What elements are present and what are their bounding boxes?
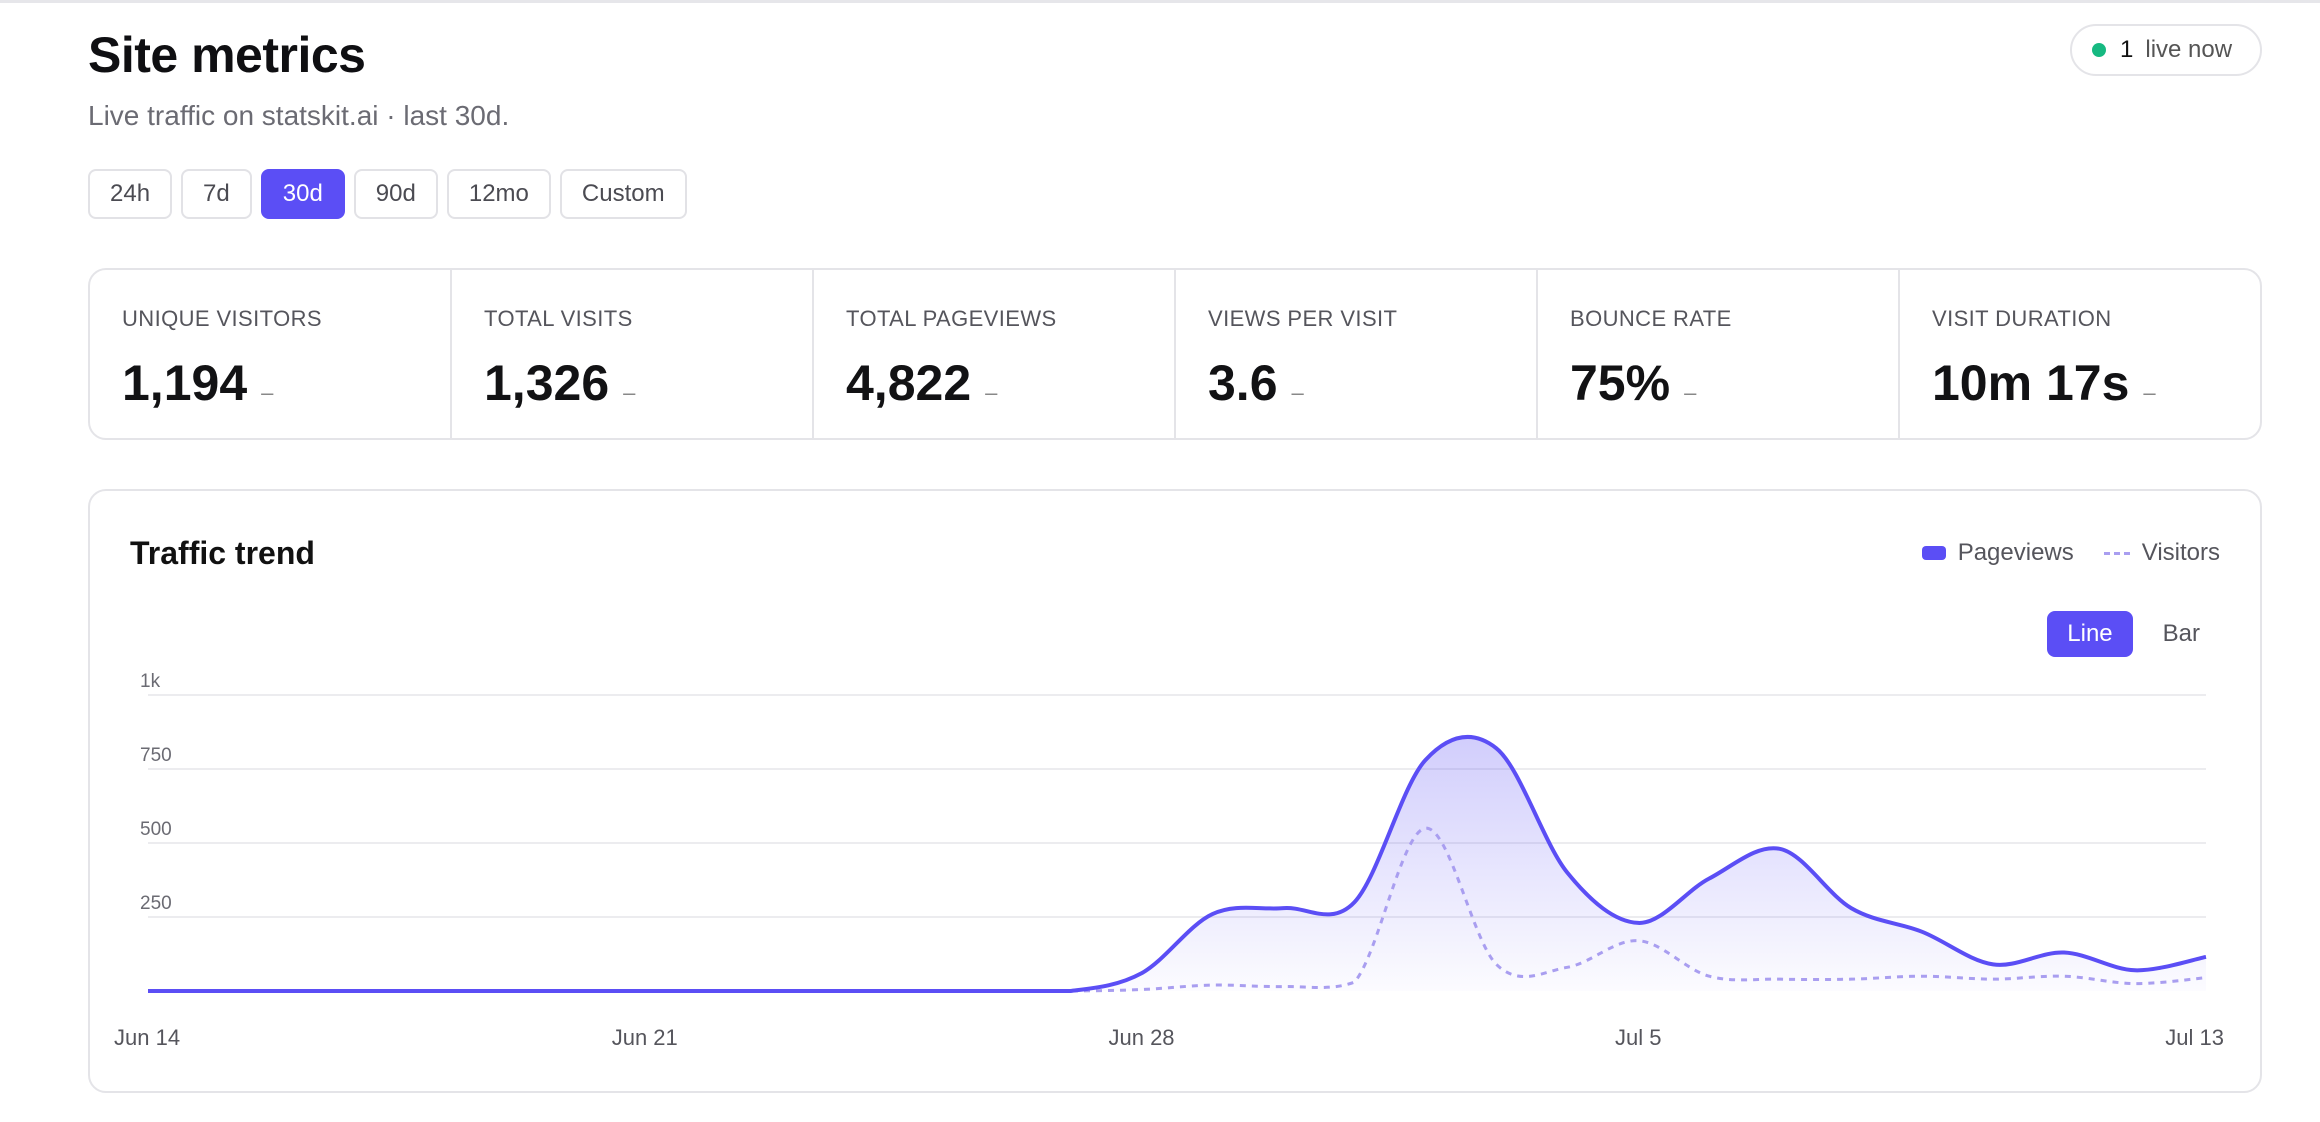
stat-delta: – [1291,380,1304,405]
stat-delta: – [261,380,274,405]
legend-pageviews: Pageviews [1957,539,2074,566]
stat-label: TOTAL VISITS [484,306,633,331]
chart-title: Traffic trend [130,535,315,571]
stat-delta: – [623,380,636,405]
y-tick-label: 250 [140,893,172,914]
chart-legend: Pageviews Visitors [1921,539,2220,567]
live-count: 1 [2120,36,2134,63]
legend-visitors: Visitors [2141,539,2220,566]
x-tick-label: Jun 28 [1108,1025,1174,1050]
y-tick-label: 500 [140,819,172,840]
visitors-line [147,826,2207,993]
stat-unique-visitors[interactable]: UNIQUE VISITORS 1,194– [90,270,452,438]
date-range-selector: 24h 7d 30d 90d 12mo Custom [88,169,687,219]
live-label: live now [2145,36,2233,63]
stat-value: 3.6 [1208,355,1278,411]
live-visitors-badge: 1 live now [2070,24,2262,76]
range-90d-button[interactable]: 90d [353,169,438,219]
stat-value: 1,326 [484,355,610,411]
x-tick-label: Jul 13 [2165,1025,2224,1050]
stat-value: 4,822 [846,355,972,411]
chart-type-toggle: Line Bar [2047,611,2220,657]
stat-label: UNIQUE VISITORS [122,306,322,331]
range-7d-button[interactable]: 7d [181,169,252,219]
page-title: Site metrics [88,27,366,83]
stat-delta: – [1684,380,1697,405]
range-12mo-button[interactable]: 12mo [446,169,551,219]
stat-total-pageviews[interactable]: TOTAL PAGEVIEWS 4,822– [814,270,1176,438]
stat-views-per-visit[interactable]: VIEWS PER VISIT 3.6– [1176,270,1538,438]
stat-value: 1,194 [122,355,248,411]
stat-label: VISIT DURATION [1932,306,2112,331]
line-chart-button[interactable]: Line [2047,611,2133,657]
page-subtitle: Live traffic on statskit.ai · last 30d. [88,100,510,131]
stat-bounce-rate[interactable]: BOUNCE RATE 75% – [1538,270,1900,438]
x-tick-label: Jul 5 [1615,1025,1661,1050]
stat-value: 10m 17s [1932,355,2130,411]
stat-visit-duration[interactable]: VISIT DURATION 10m 17s – [1900,270,2260,438]
stat-delta: – [985,380,998,405]
pageviews-swatch-icon [1921,546,1946,560]
stat-value: 75% [1570,355,1671,411]
x-tick-label: Jun 14 [114,1025,180,1050]
top-divider [0,0,2320,3]
pageviews-area [148,736,2206,991]
range-30d-button[interactable]: 30d [260,169,345,219]
visitors-swatch-icon [2103,551,2130,555]
stat-label: BOUNCE RATE [1570,306,1732,331]
y-tick-label: 750 [140,745,172,766]
stat-label: TOTAL PAGEVIEWS [846,306,1057,331]
traffic-chart: 1k 750 500 250 Jun 14 Jun 21 Jun 28 Jul 5 Jul 1… [114,671,2224,1050]
stats-panel: UNIQUE VISITORS 1,194– TOTAL VISITS 1,32… [88,268,2262,440]
stat-total-visits[interactable]: TOTAL VISITS 1,326– [452,270,814,438]
stat-label: VIEWS PER VISIT [1208,306,1398,331]
traffic-trend-card: 1k 750 500 250 Jun 14 Jun 21 Jun 28 Jul 5 Jul 1… [88,489,2262,1093]
stat-delta: – [2143,380,2156,405]
pageviews-line [147,734,2207,993]
range-24h-button[interactable]: 24h [88,169,173,219]
y-tick-label: 1k [140,671,161,692]
live-dot-icon [2092,43,2106,57]
range-custom-button[interactable]: Custom [559,169,687,219]
bar-chart-button[interactable]: Bar [2162,620,2200,647]
x-tick-label: Jun 21 [612,1025,678,1050]
